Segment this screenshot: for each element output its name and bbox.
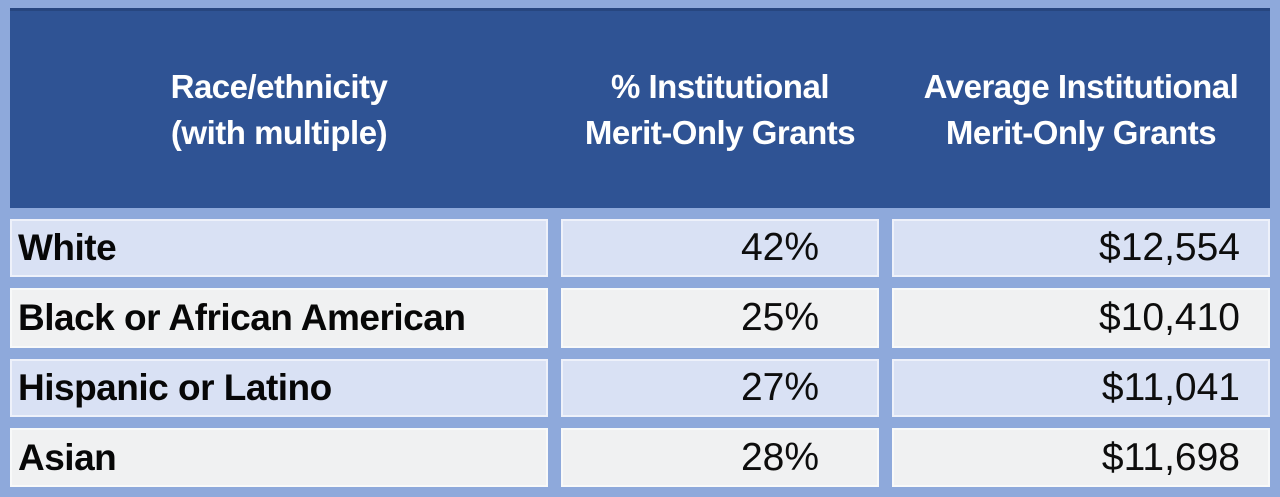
row-avg-hispanic-or-latino: $11,041: [892, 359, 1270, 417]
row-avg-black-or-african-american: $10,410: [892, 288, 1270, 348]
col-header-race-line2: (with multiple): [170, 113, 388, 151]
col-header-avg-grants: Average Institutional Merit-Only Grants: [892, 64, 1270, 155]
row-label-white: White: [10, 219, 548, 277]
row-label-black-or-african-american: Black or African American: [10, 288, 548, 348]
row-pct-black-or-african-american: 25%: [561, 288, 879, 348]
col-header-race-ethnicity: Race/ethnicity (with multiple): [10, 64, 548, 155]
col-header-pct-line1: % Institutional: [611, 67, 830, 105]
col-header-avg-line2: Merit-Only Grants: [945, 113, 1217, 151]
row-label-hispanic-or-latino: Hispanic or Latino: [10, 359, 548, 417]
row-pct-asian: 28%: [561, 428, 879, 487]
table-header-row: Race/ethnicity (with multiple) % Institu…: [10, 8, 1270, 208]
row-avg-asian: $11,698: [892, 428, 1270, 487]
row-label-asian: Asian: [10, 428, 548, 487]
col-header-pct-grants: % Institutional Merit-Only Grants: [561, 64, 879, 155]
row-pct-hispanic-or-latino: 27%: [561, 359, 879, 417]
col-header-race-line1: Race/ethnicity: [170, 67, 388, 105]
row-avg-white: $12,554: [892, 219, 1270, 277]
row-pct-white: 42%: [561, 219, 879, 277]
col-header-avg-line1: Average Institutional: [923, 67, 1239, 105]
col-header-pct-line2: Merit-Only Grants: [584, 113, 856, 151]
